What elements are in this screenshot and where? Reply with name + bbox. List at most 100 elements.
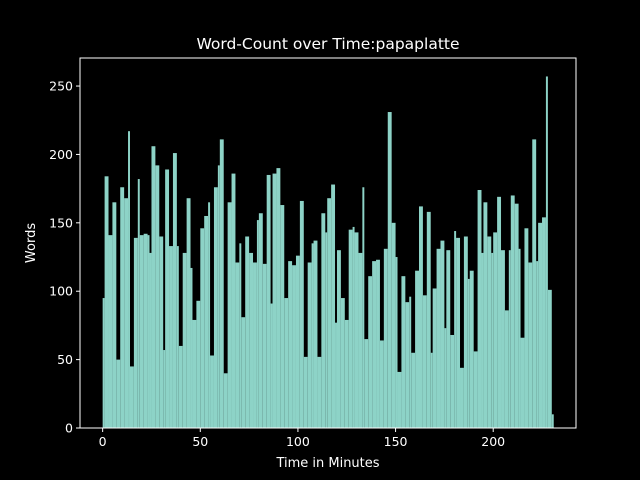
axes-frame: [79, 57, 577, 429]
bar: [128, 131, 130, 428]
bar: [196, 300, 201, 428]
bar: [463, 236, 468, 428]
bar: [239, 243, 242, 428]
bar: [391, 222, 396, 428]
bar: [405, 302, 410, 428]
bar: [321, 213, 326, 428]
bar: [280, 205, 285, 428]
bar: [432, 288, 437, 428]
bar: [186, 198, 191, 428]
bar: [348, 229, 353, 428]
bar: [104, 176, 109, 428]
bar: [288, 261, 293, 428]
bar: [108, 235, 113, 428]
bar: [401, 276, 406, 428]
bar: [249, 252, 254, 428]
bar: [313, 240, 318, 428]
x-tick-label: 0: [99, 434, 107, 449]
bar: [147, 235, 150, 428]
bar: [497, 196, 502, 428]
bar: [331, 184, 336, 428]
bar: [491, 252, 494, 428]
bar: [444, 328, 447, 428]
bar: [538, 222, 543, 428]
bar: [325, 232, 328, 428]
bar: [383, 248, 388, 428]
bar: [307, 262, 312, 428]
bar: [487, 236, 492, 428]
bar: [524, 228, 529, 428]
bar: [547, 289, 552, 428]
x-axis-label: Time in Minutes: [275, 456, 379, 471]
bar: [473, 351, 478, 428]
bar: [116, 359, 121, 428]
bar: [112, 202, 117, 428]
bar: [411, 352, 416, 428]
x-tick-label: 200: [481, 434, 505, 449]
bar: [292, 265, 296, 428]
bar: [120, 187, 125, 428]
bar: [467, 278, 470, 428]
bar: [440, 240, 445, 428]
bar: [129, 366, 134, 428]
bar: [270, 303, 273, 428]
bar: [178, 345, 183, 428]
bar: [258, 213, 263, 428]
bar: [514, 203, 519, 428]
bar: [182, 252, 187, 428]
y-tick-label: 200: [49, 147, 73, 162]
bar: [124, 198, 129, 428]
bar: [262, 263, 267, 428]
bar: [354, 232, 359, 428]
bar: [210, 355, 214, 428]
bar: [217, 165, 220, 428]
bar: [372, 261, 377, 428]
bar: [426, 211, 431, 428]
bar: [358, 252, 363, 428]
bar: [137, 179, 140, 428]
bar: [204, 215, 209, 428]
bar: [102, 298, 105, 428]
bar: [415, 270, 419, 428]
bar: [311, 243, 314, 428]
chart-title: Word-Count over Time:papaplatte: [196, 35, 459, 53]
y-tick-label: 100: [49, 284, 73, 299]
bar: [192, 319, 197, 428]
bar: [276, 168, 281, 428]
bar: [528, 262, 533, 428]
bar: [139, 235, 144, 428]
y-tick-label: 150: [49, 215, 73, 230]
bar: [508, 250, 511, 428]
bar: [387, 112, 392, 428]
bar: [155, 165, 160, 428]
x-tick-label: 100: [286, 434, 310, 449]
bar: [219, 139, 224, 428]
y-tick-label: 0: [65, 421, 73, 436]
bar: [542, 217, 546, 428]
bar: [163, 350, 166, 428]
bar: [510, 195, 515, 428]
bar: [295, 255, 300, 428]
bar: [460, 367, 464, 428]
bar: [450, 334, 455, 428]
bar: [551, 414, 554, 428]
bar: [227, 202, 232, 428]
bar: [190, 267, 193, 428]
bar: [165, 169, 170, 428]
bar: [422, 295, 427, 428]
bar: [545, 76, 548, 428]
bar: [133, 237, 138, 428]
x-tick-label: 50: [192, 434, 208, 449]
bar: [172, 153, 177, 428]
y-tick-label: 250: [49, 79, 73, 94]
bar: [241, 317, 246, 428]
bar: [430, 352, 433, 428]
bar: [327, 198, 332, 428]
bar: [477, 189, 482, 428]
bar: [481, 252, 484, 428]
bar: [364, 339, 369, 428]
bar: [418, 206, 423, 428]
bar: [344, 319, 349, 428]
bar: [379, 340, 384, 428]
